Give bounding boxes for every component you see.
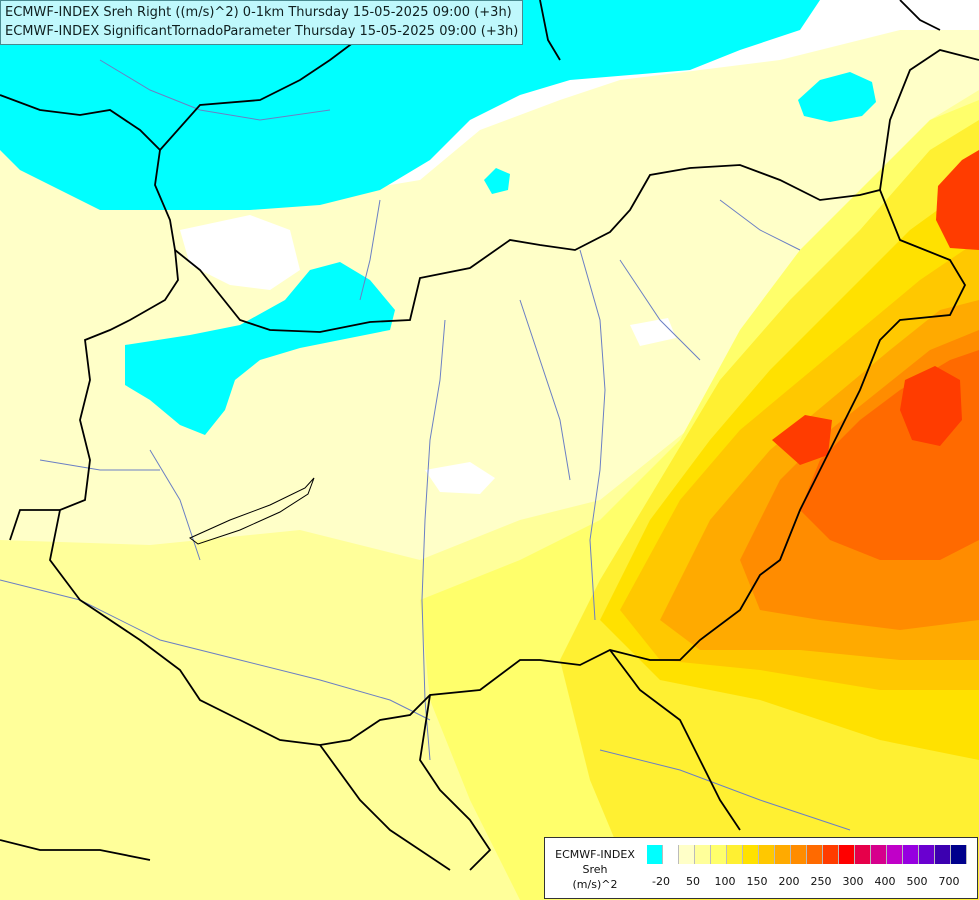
legend-swatch	[695, 845, 711, 864]
legend-swatch	[951, 845, 967, 864]
legend-tick-label: 250	[810, 875, 832, 888]
legend-swatch	[887, 845, 903, 864]
legend-swatch	[903, 845, 919, 864]
legend-tick-label: 100	[714, 875, 736, 888]
legend-tick-label: 300	[842, 875, 864, 888]
legend-label-line2: Sreh	[582, 863, 608, 876]
legend-tick-label: 50	[686, 875, 700, 888]
legend-swatch	[743, 845, 759, 864]
map-title-line1: ECMWF-INDEX Sreh Right ((m/s)^2) 0-1km T…	[5, 5, 512, 20]
field-cyan-spot	[484, 168, 510, 194]
legend-tick-label: 150	[746, 875, 768, 888]
legend-swatches	[647, 845, 967, 864]
map-title-box: ECMWF-INDEX Sreh Right ((m/s)^2) 0-1km T…	[0, 0, 524, 45]
map-title-line2: ECMWF-INDEX SignificantTornadoParameter …	[5, 24, 519, 39]
legend-label-line3: (m/s)^2	[572, 878, 618, 891]
field-red-2	[936, 150, 979, 250]
legend-swatch	[919, 845, 935, 864]
lake-balaton	[189, 477, 315, 545]
legend-swatch	[663, 845, 679, 864]
legend-swatch	[823, 845, 839, 864]
legend-swatch	[855, 845, 871, 864]
legend-swatch	[871, 845, 887, 864]
legend-swatch	[679, 845, 695, 864]
legend-swatch	[711, 845, 727, 864]
field-white-patch	[180, 215, 300, 290]
field-cyan-north	[0, 0, 820, 210]
field-cyan-central	[125, 262, 395, 435]
legend-label-line1: ECMWF-INDEX	[555, 848, 635, 861]
legend-swatch	[935, 845, 951, 864]
legend-swatch	[807, 845, 823, 864]
legend-tick-label: 700	[938, 875, 960, 888]
legend-swatch	[727, 845, 743, 864]
country-borders	[0, 0, 979, 871]
legend-label: ECMWF-INDEX Sreh (m/s)^2	[545, 847, 645, 892]
legend-tick-label: 500	[906, 875, 928, 888]
field-white-patch	[425, 462, 495, 494]
legend-tick-label: 400	[874, 875, 896, 888]
legend-ticks: -20 50 100 150 200 250 300 400 500 700	[647, 875, 977, 889]
field-red-2	[900, 366, 962, 446]
legend-tick-label: 200	[778, 875, 800, 888]
legend-swatch	[759, 845, 775, 864]
legend-swatch	[791, 845, 807, 864]
legend-swatch	[775, 845, 791, 864]
legend-tick-label: -20	[652, 875, 670, 888]
legend-swatch	[839, 845, 855, 864]
field-red-2	[772, 415, 832, 465]
color-scale-legend: ECMWF-INDEX Sreh (m/s)^2 -20 50 100 150 200 2…	[544, 837, 978, 899]
field-cyan-lake	[798, 72, 876, 122]
legend-swatch	[647, 845, 663, 864]
